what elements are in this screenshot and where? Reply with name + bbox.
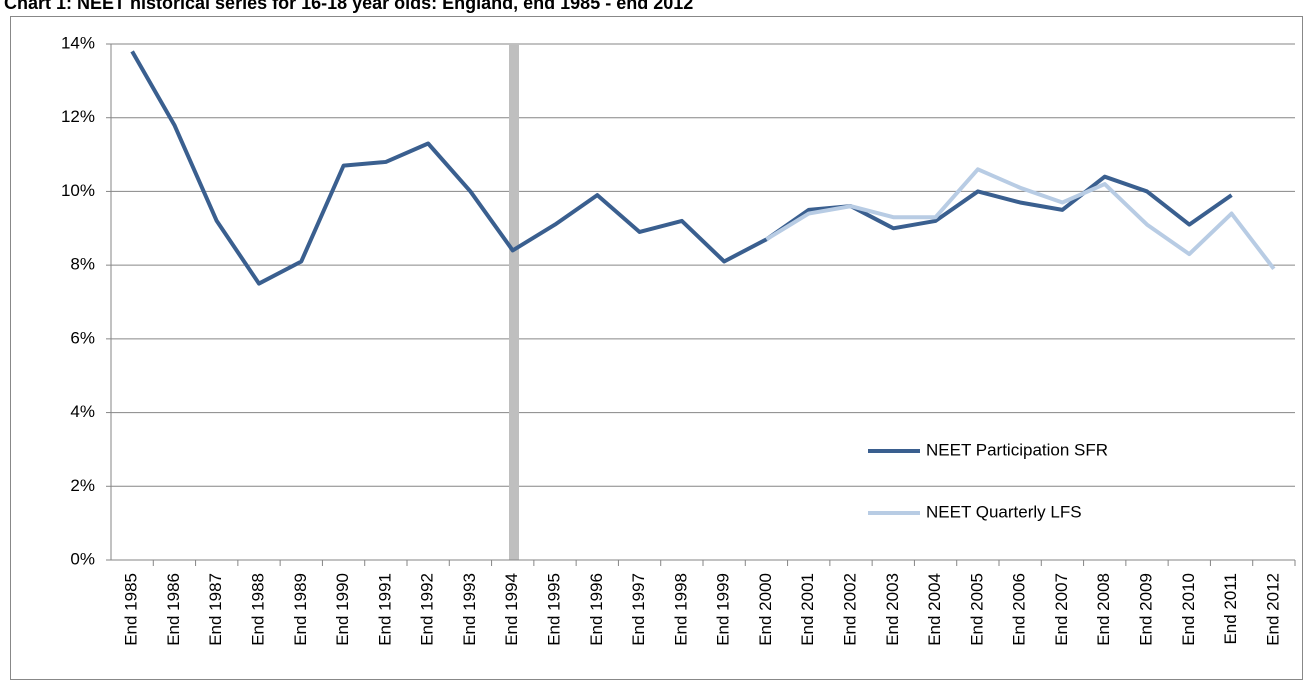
chart-border: [10, 16, 1303, 680]
x-tick-label: End 2011: [1221, 573, 1240, 645]
x-tick-label: End 1992: [418, 573, 437, 646]
x-tick-label: End 2008: [1094, 573, 1113, 646]
highlight-band: [509, 44, 519, 560]
x-tick-label: End 1990: [333, 573, 352, 646]
x-tick-label: End 1997: [629, 573, 648, 646]
x-tick-label: End 1991: [375, 573, 394, 646]
x-tick-label: End 2003: [883, 573, 902, 646]
legend-label: NEET Participation SFR: [926, 440, 1108, 459]
y-tick-label: 4%: [70, 402, 95, 421]
x-tick-label: End 1989: [291, 573, 310, 646]
x-tick-label: End 1985: [122, 573, 141, 646]
x-tick-label: End 2005: [967, 573, 986, 646]
x-tick-label: End 1987: [206, 573, 225, 646]
x-tick-label: End 2006: [1010, 573, 1029, 646]
x-tick-label: End 2004: [925, 573, 944, 646]
x-tick-label: End 2009: [1136, 573, 1155, 646]
y-tick-label: 14%: [61, 33, 95, 52]
series-line: [130, 50, 1233, 286]
x-tick-label: End 1995: [544, 573, 563, 646]
legend-label: NEET Quarterly LFS: [926, 502, 1082, 521]
x-tick-label: End 2010: [1179, 573, 1198, 646]
x-tick-label: End 1994: [502, 573, 521, 646]
chart-title: Chart 1: NEET historical series for 16-1…: [4, 0, 693, 13]
y-tick-label: 6%: [70, 328, 95, 347]
x-tick-label: End 1998: [671, 573, 690, 646]
y-tick-label: 0%: [70, 549, 95, 568]
x-tick-label: End 1999: [714, 573, 733, 646]
y-tick-label: 10%: [61, 181, 95, 200]
y-tick-label: 12%: [61, 107, 95, 126]
x-tick-label: End 1993: [460, 573, 479, 646]
x-tick-label: End 2000: [756, 573, 775, 646]
x-tick-label: End 2001: [798, 573, 817, 646]
x-tick-label: End 2012: [1263, 573, 1282, 646]
x-tick-label: End 1986: [164, 573, 183, 646]
x-tick-label: End 2002: [840, 573, 859, 646]
series-line: [765, 167, 1276, 271]
y-tick-label: 8%: [70, 255, 95, 274]
x-tick-label: End 1996: [587, 573, 606, 646]
x-tick-label: End 2007: [1052, 573, 1071, 646]
x-tick-label: End 1988: [248, 573, 267, 646]
y-tick-label: 2%: [70, 476, 95, 495]
